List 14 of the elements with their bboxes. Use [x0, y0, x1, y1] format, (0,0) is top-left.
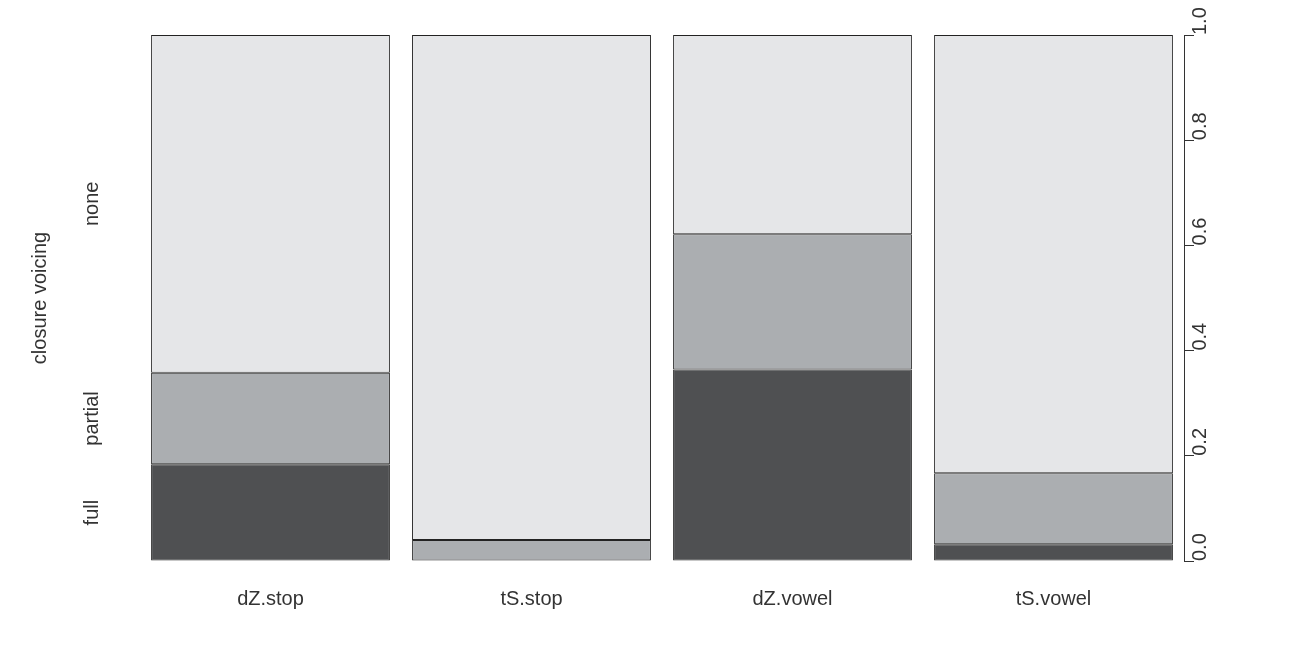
x-tick-label: tS.stop: [500, 586, 563, 609]
y-axis-title: closure voicing: [27, 231, 50, 365]
x-tick-label: dZ.stop: [237, 586, 304, 609]
x-tick-label: tS.vowel: [1015, 586, 1092, 609]
y-tick-label: 1.0: [1187, 7, 1210, 35]
y-tick-label: 0.8: [1187, 112, 1210, 141]
y-tick-label: 0.2: [1187, 427, 1210, 456]
y-tick-label: 0.0: [1187, 533, 1210, 561]
text: full: [79, 499, 102, 526]
text: none: [79, 181, 102, 227]
y-tick-label: 0.6: [1187, 217, 1210, 246]
x-tick-label: dZ.vowel: [752, 586, 833, 609]
y-tick-label: 0.4: [1187, 322, 1210, 351]
text: partial: [79, 391, 102, 446]
